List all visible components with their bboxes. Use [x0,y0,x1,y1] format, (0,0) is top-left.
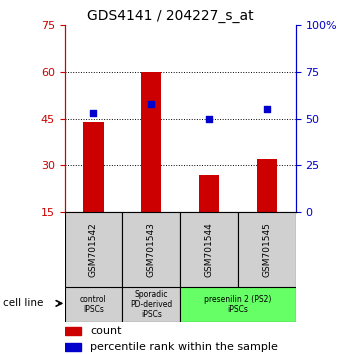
Text: percentile rank within the sample: percentile rank within the sample [90,342,278,352]
Bar [65,343,81,351]
Point [91,110,96,116]
Point [264,106,270,112]
Text: GSM701544: GSM701544 [205,222,214,277]
FancyBboxPatch shape [122,212,180,287]
Bar [83,122,104,212]
FancyBboxPatch shape [65,212,122,287]
FancyBboxPatch shape [122,287,180,322]
Bar [65,327,81,335]
Text: control
IPSCs: control IPSCs [80,295,107,314]
FancyBboxPatch shape [238,212,296,287]
Text: GSM701542: GSM701542 [89,222,98,277]
Point [149,101,154,107]
Bar [257,159,277,212]
FancyBboxPatch shape [180,287,296,322]
Point [206,116,212,121]
Text: GSM701543: GSM701543 [147,222,156,277]
Text: Sporadic
PD-derived
iPSCs: Sporadic PD-derived iPSCs [130,290,172,319]
Text: presenilin 2 (PS2)
iPSCs: presenilin 2 (PS2) iPSCs [204,295,272,314]
Bar [199,175,219,212]
Text: GDS4141 / 204227_s_at: GDS4141 / 204227_s_at [87,9,253,23]
Text: cell line: cell line [3,298,44,308]
FancyBboxPatch shape [180,212,238,287]
Text: GSM701545: GSM701545 [262,222,271,277]
Bar [141,72,162,212]
FancyBboxPatch shape [65,287,122,322]
Text: count: count [90,326,121,336]
